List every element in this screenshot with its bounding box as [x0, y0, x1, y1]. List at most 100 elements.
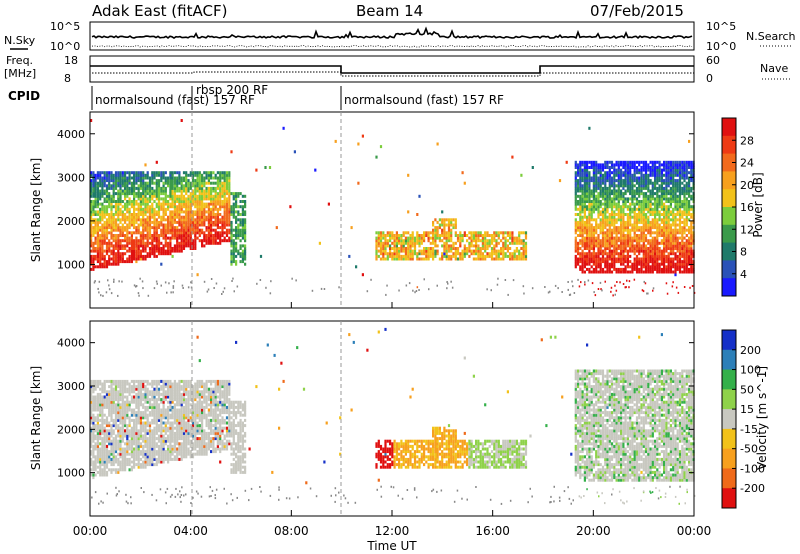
heatmap-cell — [114, 236, 118, 240]
heatmap-cell — [153, 231, 156, 235]
heatmap-cell — [92, 385, 95, 389]
heatmap-cell — [121, 260, 124, 264]
heatmap-cell — [574, 186, 577, 190]
heatmap-cell — [656, 236, 659, 240]
heatmap-cell — [377, 254, 380, 258]
heatmap-cell — [110, 460, 113, 464]
heatmap-cell — [590, 236, 593, 240]
heatmap-cell — [629, 173, 632, 177]
heatmap-cell — [99, 431, 102, 435]
heatmap-cell — [101, 442, 104, 446]
heatmap-cell — [586, 160, 589, 164]
heatmap-cell — [409, 236, 412, 240]
heatmap-cell — [581, 215, 584, 219]
heatmap-cell — [629, 254, 632, 258]
heatmap-cell — [459, 236, 462, 240]
heatmap-cell — [101, 218, 104, 222]
heatmap-cell — [96, 444, 99, 448]
heatmap-cell — [384, 236, 387, 240]
heatmap-cell — [631, 176, 634, 180]
heatmap-cell — [423, 239, 426, 243]
heatmap-cell — [119, 171, 122, 175]
heatmap-cell — [660, 184, 663, 188]
heatmap-cell — [520, 239, 523, 243]
heatmap-cell — [94, 434, 97, 438]
heatmap-cell — [128, 207, 131, 211]
heatmap-cell — [180, 176, 183, 180]
heatmap-cell — [117, 179, 120, 183]
heatmap-cell — [391, 257, 394, 261]
heatmap-cell — [144, 213, 147, 216]
heatmap-cell — [586, 223, 589, 227]
heatmap-cell — [101, 450, 104, 454]
heatmap-cell — [416, 231, 419, 235]
heatmap-cell — [506, 244, 509, 248]
heatmap-cell — [635, 228, 639, 232]
heatmap-cell — [626, 228, 629, 232]
heatmap-cell — [497, 254, 500, 258]
heatmap-cell — [635, 262, 639, 266]
heatmap-cell — [228, 181, 231, 185]
heatmap-cell — [167, 223, 170, 227]
heatmap-cell — [225, 189, 229, 193]
heatmap-cell — [586, 168, 589, 172]
heatmap-cell — [640, 270, 643, 274]
heatmap-cell — [616, 281, 618, 283]
heatmap-cell — [162, 205, 165, 209]
heatmap-cell — [135, 257, 138, 261]
heatmap-cell — [583, 205, 586, 209]
heatmap-cell — [620, 236, 623, 240]
heatmap-cell — [90, 218, 93, 222]
heatmap-cell — [151, 194, 154, 198]
heatmap-cell — [171, 181, 174, 185]
heatmap-cell — [182, 189, 186, 193]
heatmap-cell — [610, 257, 614, 261]
heatmap-cell — [144, 181, 147, 185]
heatmap-cell — [672, 168, 675, 172]
heatmap-cell — [445, 252, 448, 256]
heatmap-cell — [101, 447, 104, 451]
heatmap-cell — [658, 202, 661, 206]
heatmap-cell — [148, 236, 152, 240]
heatmap-cell — [574, 171, 577, 175]
heatmap-cell — [133, 173, 136, 177]
heatmap-cell — [182, 200, 186, 203]
heatmap-cell — [472, 249, 475, 253]
heatmap-cell — [669, 241, 672, 245]
heatmap-cell — [629, 184, 632, 188]
heatmap-cell — [617, 186, 620, 190]
heatmap-cell — [94, 184, 97, 188]
heatmap-cell — [201, 194, 204, 198]
heatmap-cell — [189, 171, 192, 175]
heatmap-cell — [601, 236, 605, 240]
heatmap-cell — [180, 218, 183, 222]
heatmap-cell — [219, 197, 222, 201]
heatmap-cell — [441, 257, 444, 261]
heatmap-cell — [651, 184, 654, 188]
heatmap-cell — [112, 411, 115, 415]
heatmap-cell — [90, 184, 93, 188]
heatmap-cell — [237, 234, 240, 237]
heatmap-cell — [191, 210, 195, 214]
heatmap-cell — [617, 207, 620, 211]
heatmap-cell — [436, 244, 439, 248]
heatmap-cell — [608, 249, 611, 253]
heatmap-cell — [203, 179, 206, 183]
heatmap-cell — [207, 223, 210, 227]
heatmap-cell — [513, 252, 516, 256]
heatmap-cell — [669, 160, 672, 164]
heatmap-cell — [400, 236, 403, 240]
heatmap-cell — [493, 239, 496, 243]
heatmap-cell — [171, 215, 174, 219]
heatmap-cell — [128, 202, 131, 206]
heatmap-cell — [629, 236, 632, 240]
heatmap-cell — [672, 218, 675, 222]
heatmap-cell — [173, 181, 176, 185]
heatmap-cell — [230, 249, 233, 253]
heatmap-cell — [669, 257, 672, 261]
heatmap-cell — [660, 231, 663, 235]
heatmap-cell — [608, 181, 611, 185]
heatmap-cell — [678, 179, 682, 183]
heatmap-cell — [225, 228, 229, 232]
heatmap-cell — [92, 179, 95, 183]
